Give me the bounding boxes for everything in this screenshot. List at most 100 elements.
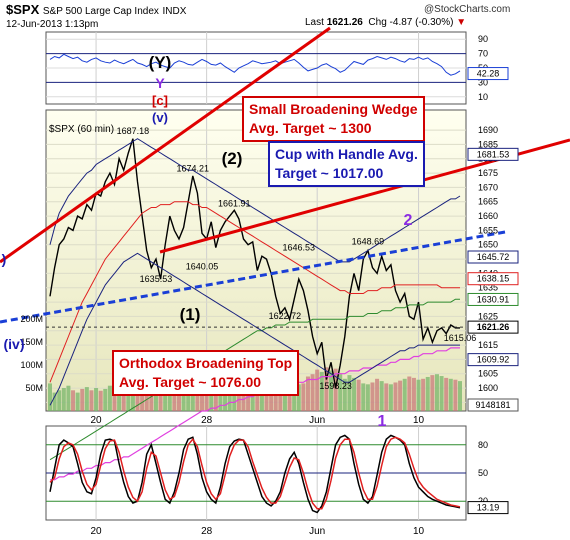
volume-bar [324,367,329,411]
rsi-line [49,53,461,76]
volume-bar [296,384,301,411]
price-point-label: 1615.06 [444,333,477,343]
volume-bar [103,388,108,411]
volume-bar [411,377,416,411]
volume-bar [421,378,426,411]
series-line-bb_upper [49,138,461,263]
volume-bar [61,388,66,411]
wave-label-2: 2 [404,212,413,229]
volume-bar [66,385,71,411]
volume-bar [356,379,361,411]
volume-tick-label: 100M [20,360,43,370]
volume-bar [255,385,260,411]
value-box [467,147,519,161]
volume-bar [402,378,407,411]
wave-label-1: 1 [378,413,387,430]
series-line-bb_lower [49,252,460,406]
volume-bar [200,390,205,411]
volume-bar [241,383,246,411]
volume-bar [333,368,338,411]
x-tick-label: Jun [309,415,325,426]
volume-bar [75,392,80,411]
price-point-label: 1646.53 [282,243,315,253]
series-line-sma_red [49,201,460,383]
volume-bar [153,388,158,411]
volume-bar [342,378,347,411]
orthodox-line1: Orthodox Broadening Top [119,355,293,371]
series-line-SPX [49,138,460,389]
volume-bar [57,390,62,411]
wave-label-iv: (iv) [4,336,25,352]
stoch-value-box [467,501,509,515]
rsi-value-box [467,67,509,81]
price-point-label: 1598.23 [319,381,352,391]
volume-bar [269,383,274,411]
volume-bar [379,381,384,411]
value-box-label: 1621.26 [477,322,510,332]
volume-bar [370,382,375,411]
volume-bar [163,387,168,411]
volume-bar [259,388,264,411]
volume-bar [204,388,209,411]
volume-bar [315,369,320,411]
value-box [467,320,519,334]
stoch-tick-label: 50 [478,468,488,478]
volume-bar [232,387,237,411]
volume-bar [223,388,228,411]
volume-bar [393,382,398,411]
volume-bar [80,388,85,411]
volume-value-label: 9148181 [475,400,510,410]
trendline-neckline [0,230,506,324]
volume-bar [301,383,306,411]
volume-bar [186,384,191,411]
price-point-label: 1648.69 [352,236,385,246]
price-point-label: 1687.18 [117,126,150,136]
y-tick-label: 1635 [478,283,498,293]
cup-handle-annotation: Cup with Handle Avg. Target ~ 1017.00 [268,141,425,187]
volume-bar [135,381,140,411]
value-box-label: 1630.91 [477,294,510,304]
x-tick-label: 10 [413,526,425,537]
wave-label-c: [c] [152,93,168,108]
volume-bar [195,388,200,411]
volume-bar [112,383,117,411]
volume-bar [98,390,103,411]
volume-tick-label: 50M [25,383,43,393]
volume-bar [398,380,403,411]
volume-bar [149,385,154,411]
orthodox-annotation: Orthodox Broadening Top Avg. Target ~ 107… [112,350,300,396]
volume-bar [388,384,393,411]
volume-bar [181,383,186,411]
x-tick-label: 20 [91,415,103,426]
rsi-tick-label: 90 [478,34,488,44]
volume-bar [375,378,380,411]
main-panel-title: $SPX (60 min) [49,124,114,135]
price-point-label: 1661.91 [218,199,251,209]
volume-bar [458,381,462,411]
volume-bar [52,392,57,411]
volume-bar [48,383,52,411]
value-box-label: 1645.72 [477,252,510,262]
volume-bar [361,383,366,411]
y-tick-label: 1650 [478,240,498,250]
volume-bar [121,388,126,411]
volume-bar [425,376,430,411]
volume-bar [71,390,76,411]
volume-bar [107,385,112,411]
y-tick-label: 1675 [478,168,498,178]
volume-bar [172,388,177,411]
orthodox-line2: Avg. Target ~ 1076.00 [119,374,262,390]
volume-bar [176,385,181,411]
price-point-label: 1635.53 [140,274,173,284]
volume-bar [282,381,287,411]
volume-bar [305,376,310,411]
volume-bar [384,383,389,411]
stoch-tick-label: 80 [478,440,488,450]
volume-bar [126,387,131,411]
x-tick-label: 20 [91,526,103,537]
volume-bar [264,387,269,411]
y-tick-label: 1685 [478,139,498,149]
small-wedge-line1: Small Broadening Wedge [249,101,418,117]
volume-bar [190,381,195,411]
